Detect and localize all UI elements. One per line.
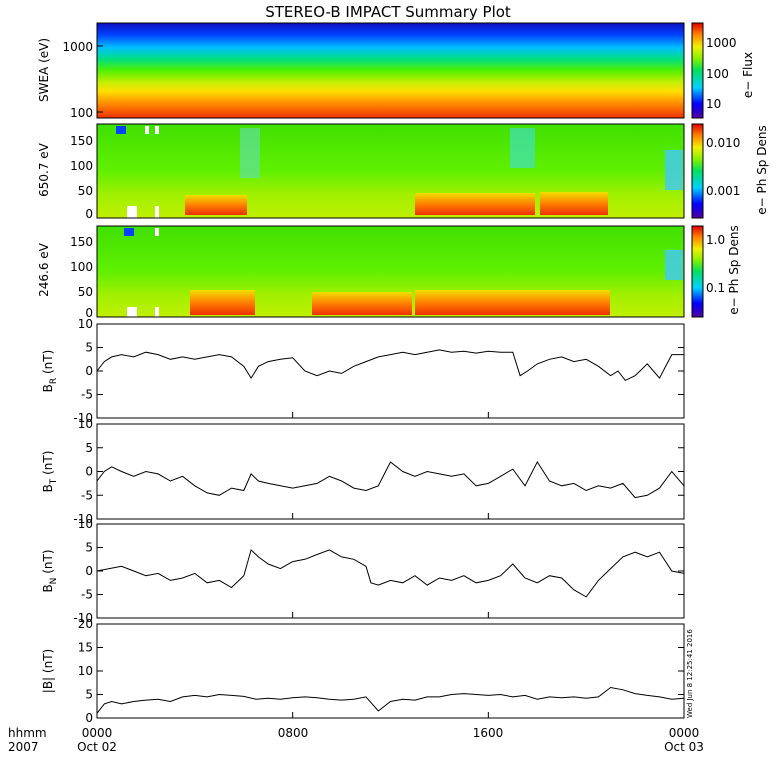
pad650-cblabel: e− Ph Sp Dens bbox=[755, 125, 769, 214]
br-frame bbox=[96, 323, 685, 419]
pad246-ytick-150: 150 bbox=[70, 235, 93, 249]
pad650-cyan-patch-a bbox=[240, 128, 260, 178]
pad650-ytick-150: 150 bbox=[70, 134, 93, 148]
pad650-hot-band-a bbox=[185, 195, 247, 215]
swea-ylabel: SWEA (eV) bbox=[37, 38, 51, 102]
pad246-gap-b bbox=[155, 228, 159, 236]
pad246-cbtick-01: 0.1 bbox=[706, 281, 725, 295]
br-trace bbox=[96, 349, 684, 382]
pad650-hot-band-c bbox=[540, 192, 608, 215]
br-ytick-label: 5 bbox=[85, 341, 93, 355]
bt-ytick-label: -5 bbox=[81, 488, 93, 502]
bt-panel: 10 5 0 -5 -10 BT (nT) bbox=[41, 417, 685, 526]
br-ytick-label: 0 bbox=[85, 364, 93, 378]
pad650-panel: 150 100 50 0 650.7 eV 0.010 0.001 e− Ph … bbox=[37, 123, 769, 221]
swea-panel: 1000 100 SWEA (eV) 1000 100 10 e− Flux bbox=[37, 22, 755, 120]
br-ytick-label: 10 bbox=[78, 317, 93, 331]
bn-frame bbox=[96, 523, 685, 619]
x-tick-3: 0000 bbox=[669, 726, 700, 740]
bt-ytick-label: 0 bbox=[85, 465, 93, 479]
pad650-gap-d bbox=[155, 206, 159, 218]
x-tick-0-date: Oct 02 bbox=[77, 740, 117, 754]
swea-cbtick-100: 100 bbox=[706, 67, 729, 81]
bmag-frame bbox=[96, 623, 685, 719]
bmag-ylabel: |B| (nT) bbox=[41, 649, 55, 693]
bt-trace bbox=[96, 461, 685, 499]
bn-ytick-label: 0 bbox=[85, 564, 93, 578]
bt-ytick-label: 10 bbox=[78, 417, 93, 431]
swea-colorbar bbox=[691, 22, 704, 119]
pad650-hot-band-b bbox=[415, 193, 535, 215]
pad246-cbtick-10: 1.0 bbox=[706, 233, 725, 247]
pad650-ytick-50: 50 bbox=[78, 184, 93, 198]
bmag-ytick-label: 20 bbox=[78, 617, 93, 631]
br-ylabel: BR (nT) bbox=[41, 350, 59, 393]
bn-ytick-label: -5 bbox=[81, 588, 93, 602]
magnetic-field-panels: 10 5 0 -5 -10 BR (nT) 10 5 0 -5 -10 BT (nT) 10 5 0 -5 -1… bbox=[41, 317, 685, 725]
pad650-cyan-patch-b bbox=[510, 128, 535, 168]
bn-panel: 10 5 0 -5 -10 BN (nT) bbox=[41, 517, 685, 625]
x-format-label: hhmm bbox=[8, 726, 47, 740]
x-axis-labels: hhmm 2007 0000 Oct 02 0800 1600 0000 Oct… bbox=[8, 726, 704, 754]
bmag-ytick-label: 10 bbox=[78, 664, 93, 678]
pad246-hot-band-b bbox=[312, 292, 412, 315]
bn-ytick-label: 10 bbox=[78, 517, 93, 531]
x-tick-3-date: Oct 03 bbox=[664, 740, 704, 754]
pad650-gap-c bbox=[155, 126, 159, 134]
bt-ytick-label: -10 bbox=[73, 512, 93, 526]
pad246-ytick-50: 50 bbox=[78, 285, 93, 299]
pad246-ytick-0: 0 bbox=[85, 306, 93, 320]
x-tick-1: 0800 bbox=[278, 726, 309, 740]
bmag-trace bbox=[96, 686, 685, 714]
pad246-gap-c bbox=[155, 307, 159, 317]
pad650-colorbar bbox=[691, 123, 704, 219]
timestamp-stamp: Wed Jun 8 12:25:41 2016 bbox=[686, 629, 694, 718]
pad246-ylabel: 246.6 eV bbox=[37, 242, 51, 297]
pad246-gap-a bbox=[127, 307, 137, 317]
swea-ytick-1000: 1000 bbox=[62, 40, 93, 54]
figure-title: STEREO-B IMPACT Summary Plot bbox=[265, 3, 511, 21]
pad246-cblabel: e− Ph Sp Dens bbox=[727, 225, 741, 314]
swea-ytick-100: 100 bbox=[70, 106, 93, 120]
swea-cblabel: e− Flux bbox=[741, 52, 755, 98]
pad650-cyan-patch-c bbox=[665, 150, 683, 190]
pad246-blue-mark bbox=[124, 228, 134, 236]
br-panel: 10 5 0 -5 -10 BR (nT) bbox=[41, 317, 685, 425]
bn-ytick-label: -10 bbox=[73, 611, 93, 625]
br-ytick-label: -5 bbox=[81, 388, 93, 402]
x-tick-2: 1600 bbox=[473, 726, 504, 740]
swea-cbtick-1000: 1000 bbox=[706, 36, 737, 50]
bn-trace bbox=[96, 548, 685, 598]
bmag-panel: 20 15 10 5 0 |B| (nT) bbox=[41, 617, 685, 725]
swea-spectrogram bbox=[97, 23, 684, 118]
x-tick-0: 0000 bbox=[82, 726, 113, 740]
bt-ylabel: BT (nT) bbox=[41, 451, 59, 493]
bt-ytick-label: 5 bbox=[85, 441, 93, 455]
pad650-gap-b bbox=[145, 126, 149, 134]
pad246-ytick-100: 100 bbox=[70, 260, 93, 274]
pad650-ytick-0: 0 bbox=[85, 207, 93, 221]
x-year-label: 2007 bbox=[8, 740, 39, 754]
pad246-colorbar bbox=[691, 225, 704, 318]
bmag-ytick-label: 15 bbox=[78, 641, 93, 655]
bmag-ytick-label: 0 bbox=[85, 711, 93, 725]
swea-cbtick-10: 10 bbox=[706, 97, 721, 111]
pad650-cbtick-0010: 0.010 bbox=[706, 136, 740, 150]
bn-ytick-label: 5 bbox=[85, 541, 93, 555]
pad246-panel: 150 100 50 0 246.6 eV 1.0 0.1 e− Ph Sp D… bbox=[37, 225, 741, 320]
pad246-cyan-patch bbox=[665, 250, 683, 280]
br-ytick-label: -10 bbox=[73, 411, 93, 425]
pad246-hot-band-a bbox=[190, 290, 255, 315]
pad650-ylabel: 650.7 eV bbox=[37, 142, 51, 197]
pad246-hot-band-c bbox=[415, 290, 610, 315]
bn-ylabel: BN (nT) bbox=[41, 549, 59, 592]
bt-frame bbox=[96, 423, 685, 520]
pad650-ytick-100: 100 bbox=[70, 159, 93, 173]
pad650-gap-a bbox=[127, 206, 137, 218]
pad650-cbtick-0001: 0.001 bbox=[706, 184, 740, 198]
bmag-ytick-label: 5 bbox=[85, 688, 93, 702]
pad650-blue-mark bbox=[116, 126, 126, 134]
